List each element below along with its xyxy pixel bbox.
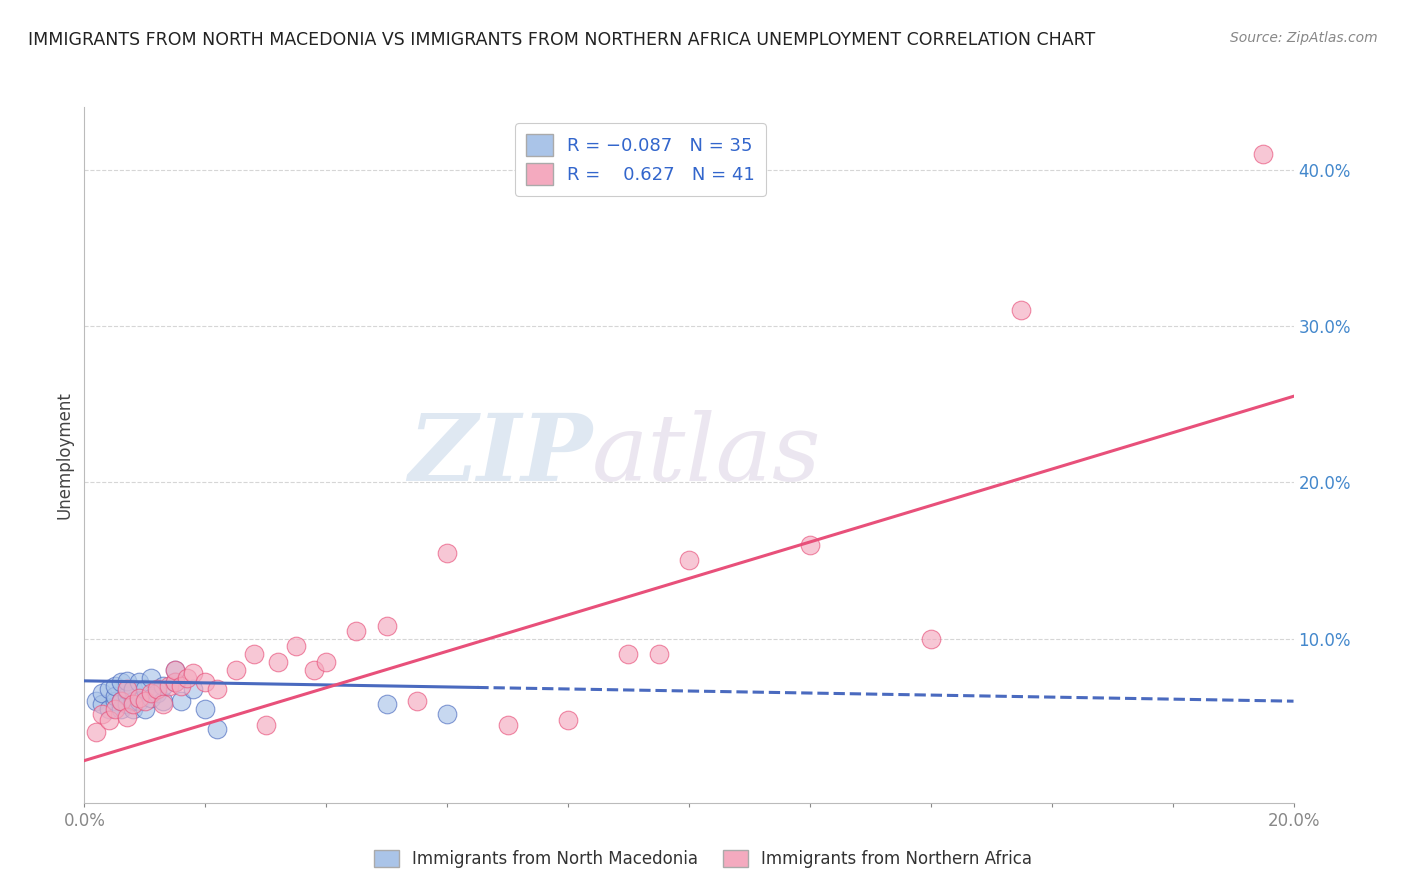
Point: [128, 675, 150, 690]
Text: IMMIGRANTS FROM NORTH MACEDONIA VS IMMIGRANTS FROM NORTHERN AFRICA UNEMPLOYMENT : IMMIGRANTS FROM NORTH MACEDONIA VS IMMIG…: [28, 31, 1095, 49]
Point: [152, 694, 174, 708]
Point: [146, 681, 169, 696]
Y-axis label: Unemployment: Unemployment: [55, 391, 73, 519]
Point: [165, 663, 187, 677]
Point: [225, 663, 247, 677]
Point: [115, 710, 138, 724]
Point: [799, 538, 821, 552]
Point: [128, 694, 150, 708]
Point: [139, 686, 162, 700]
Point: [181, 666, 204, 681]
Point: [242, 647, 264, 661]
Point: [207, 681, 229, 696]
Point: [648, 647, 671, 661]
Point: [115, 673, 138, 688]
Point: [115, 690, 138, 704]
Point: [134, 694, 156, 708]
Point: [139, 671, 162, 685]
Point: [91, 686, 114, 700]
Point: [165, 675, 187, 690]
Point: [152, 698, 174, 712]
Point: [146, 686, 169, 700]
Point: [121, 698, 143, 712]
Point: [134, 681, 156, 696]
Point: [557, 713, 579, 727]
Point: [1253, 147, 1275, 161]
Point: [165, 675, 187, 690]
Point: [91, 698, 114, 712]
Point: [165, 663, 187, 677]
Text: ZIP: ZIP: [408, 410, 592, 500]
Point: [110, 675, 132, 690]
Point: [97, 681, 120, 696]
Point: [285, 640, 308, 654]
Text: atlas: atlas: [592, 410, 821, 500]
Point: [115, 681, 138, 696]
Point: [375, 698, 398, 712]
Point: [128, 691, 150, 706]
Legend: Immigrants from North Macedonia, Immigrants from Northern Africa: Immigrants from North Macedonia, Immigra…: [367, 843, 1039, 875]
Point: [1011, 303, 1033, 318]
Point: [139, 691, 162, 706]
Point: [346, 624, 368, 638]
Point: [496, 717, 519, 731]
Point: [134, 702, 156, 716]
Point: [121, 681, 143, 696]
Point: [170, 679, 193, 693]
Point: [315, 655, 337, 669]
Point: [97, 713, 120, 727]
Point: [104, 694, 127, 708]
Point: [207, 723, 229, 737]
Point: [617, 647, 640, 661]
Point: [267, 655, 290, 669]
Point: [194, 675, 217, 690]
Point: [406, 694, 429, 708]
Text: Source: ZipAtlas.com: Source: ZipAtlas.com: [1230, 31, 1378, 45]
Point: [920, 632, 942, 646]
Point: [678, 553, 700, 567]
Point: [115, 698, 138, 712]
Legend: R = −0.087   N = 35, R =    0.627   N = 41: R = −0.087 N = 35, R = 0.627 N = 41: [515, 123, 766, 196]
Point: [375, 619, 398, 633]
Point: [91, 706, 114, 721]
Point: [110, 702, 132, 716]
Point: [110, 694, 132, 708]
Point: [86, 694, 108, 708]
Point: [436, 546, 458, 560]
Point: [104, 702, 127, 716]
Point: [104, 690, 127, 704]
Point: [254, 717, 277, 731]
Point: [176, 671, 198, 685]
Point: [152, 679, 174, 693]
Point: [157, 679, 180, 693]
Point: [97, 702, 120, 716]
Point: [110, 694, 132, 708]
Point: [104, 679, 127, 693]
Point: [181, 681, 204, 696]
Point: [170, 694, 193, 708]
Point: [121, 694, 143, 708]
Point: [115, 683, 138, 698]
Point: [86, 725, 108, 739]
Point: [436, 706, 458, 721]
Point: [121, 702, 143, 716]
Point: [194, 702, 217, 716]
Point: [302, 663, 325, 677]
